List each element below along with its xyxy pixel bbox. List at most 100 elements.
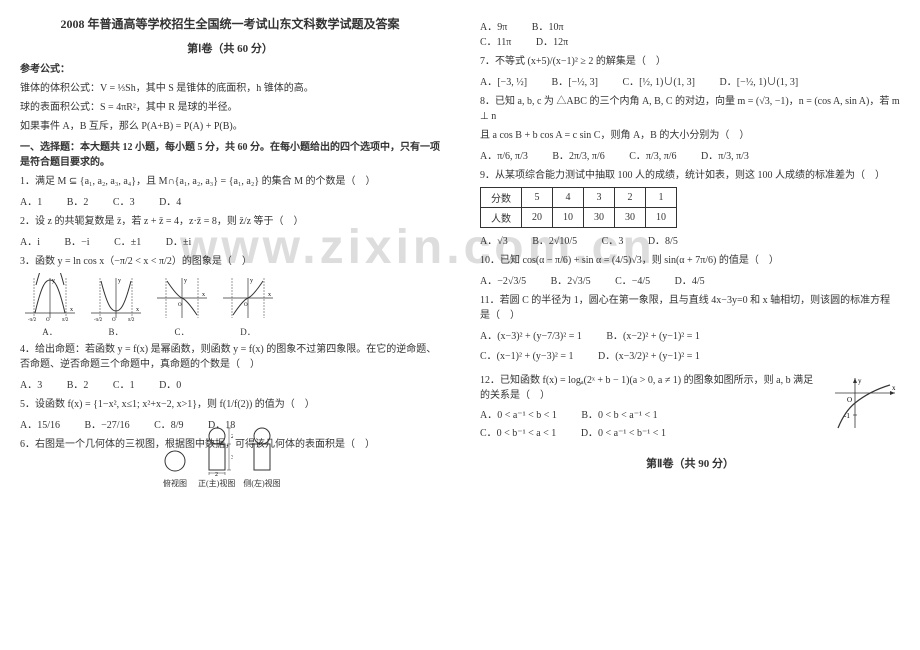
q4-options: A．3 B．2 C．1 D．0 <box>20 376 440 391</box>
svg-text:O: O <box>178 303 182 308</box>
td-4: 30 <box>615 208 646 228</box>
question-1: 1．满足 M ⊆ {a₁, a₂, a₃, a₄}，且 M∩{a₁, a₂, a… <box>20 174 440 189</box>
q2-opt-d: D．±i <box>166 233 192 248</box>
q12-graph: x y O -1 <box>830 373 900 436</box>
exam-title: 2008 年普通高等学校招生全国统一考试山东文科数学试题及答案 <box>20 15 440 32</box>
q7-opt-d: D．[−½, 1)∪(1, 3] <box>720 73 799 88</box>
td-2: 10 <box>553 208 584 228</box>
svg-text:O: O <box>847 396 852 404</box>
q6-opt-b: B．10π <box>532 18 564 33</box>
three-view-diagram: 俯视图 2 3 2 正(主)视图 <box>160 426 440 489</box>
q1-opt-c: C．3 <box>113 193 135 208</box>
q3-graph-d: x y O D． <box>218 273 278 338</box>
svg-text:π/2: π/2 <box>62 318 69 323</box>
question-5: 5．设函数 f(x) = {1−x², x≤1; x²+x−2, x>1}，则 … <box>20 397 440 412</box>
q11-options: A．(x−3)² + (y−7/3)² = 1 B．(x−2)² + (y−1)… <box>480 327 900 367</box>
view-front: 2 3 2 正(主)视图 <box>198 426 235 489</box>
score-table: 分数 5 4 3 2 1 人数 20 10 30 30 10 <box>480 187 677 228</box>
question-3: 3．函数 y = ln cos x（−π/2 < x < π/2）的图象是（ ） <box>20 254 440 269</box>
view-top: 俯视图 <box>160 446 190 489</box>
svg-text:y: y <box>52 278 55 284</box>
svg-text:y: y <box>184 278 187 284</box>
question-9: 9．从某项综合能力测试中抽取 100 人的成绩，统计如表，则这 100 人成绩的… <box>480 168 900 183</box>
q7-opt-a: A．[−3, ½] <box>480 73 527 88</box>
q3-graph-c: x y O C． <box>152 273 212 338</box>
table-row-data: 人数 20 10 30 30 10 <box>481 208 677 228</box>
q9-options: A．√3 B．2√10/5 C．3 D．8/5 <box>480 232 900 247</box>
view-side: 侧(左)视图 <box>243 426 280 489</box>
question-7: 7．不等式 (x+5)/(x−1)² ≥ 2 的解集是（ ） <box>480 54 900 69</box>
q3-label-c: C． <box>152 325 212 338</box>
q3-graph-a: x y -π/2 π/2 O A． <box>20 273 80 338</box>
svg-text:O: O <box>46 318 50 323</box>
reference-head: 参考公式： <box>20 62 440 77</box>
th-3: 3 <box>584 188 615 208</box>
question-8: 8．已知 a, b, c 为 △ABC 的三个内角 A, B, C 的对边，向量… <box>480 94 900 124</box>
q3-label-d: D． <box>218 325 278 338</box>
part2-heading: 第Ⅱ卷（共 90 分） <box>480 455 900 471</box>
q5-opt-b: B．−27/16 <box>85 416 130 431</box>
q6-opt-c: C．11π <box>480 33 511 48</box>
q9-opt-b: B．2√10/5 <box>532 232 577 247</box>
q3-label-b: B． <box>86 325 146 338</box>
q3-graph-b: x y -π/2 π/2 O B． <box>86 273 146 338</box>
svg-text:O: O <box>112 318 116 323</box>
q8-opt-c: C．π/3, π/6 <box>629 147 676 162</box>
q10-opt-b: B．2√3/5 <box>551 272 591 287</box>
svg-text:x: x <box>136 307 139 313</box>
section-a-head: 一、选择题：本大题共 12 小题，每小题 5 分，共 60 分。在每小题给出的四… <box>20 140 440 170</box>
th-1: 5 <box>522 188 553 208</box>
svg-text:O: O <box>244 303 248 308</box>
q5-opt-a: A．15/16 <box>20 416 60 431</box>
q11-opt-a: A．(x−3)² + (y−7/3)² = 1 <box>480 327 582 347</box>
th-0: 分数 <box>481 188 522 208</box>
q5-opt-c: C．8/9 <box>154 416 183 431</box>
th-2: 4 <box>553 188 584 208</box>
q11-opt-c: C．(x−1)² + (y−3)² = 1 <box>480 347 574 367</box>
td-1: 20 <box>522 208 553 228</box>
q1-opt-d: D．4 <box>159 193 181 208</box>
q4-opt-a: A．3 <box>20 376 42 391</box>
q2-options: A．i B．−i C．±1 D．±i <box>20 233 440 248</box>
th-5: 1 <box>646 188 677 208</box>
svg-text:x: x <box>268 292 271 298</box>
q12-opt-d: D．0 < a⁻¹ < b⁻¹ < 1 <box>581 425 666 443</box>
q11-opt-b: B．(x−2)² + (y−1)² = 1 <box>606 327 700 347</box>
svg-text:π/2: π/2 <box>128 318 135 323</box>
ref-formula-2: 球的表面积公式：S = 4πR²，其中 R 是球的半径。 <box>20 100 440 115</box>
q1-opt-b: B．2 <box>67 193 89 208</box>
q7-options: A．[−3, ½] B．[−½, 3] C．[½, 1)∪(1, 3] D．[−… <box>480 73 900 88</box>
q10-opt-a: A．−2√3/5 <box>480 272 526 287</box>
q9-opt-d: D．8/5 <box>648 232 678 247</box>
q8-opt-b: B．2π/3, π/6 <box>552 147 604 162</box>
q12-opt-a: A．0 < a⁻¹ < b < 1 <box>480 407 557 425</box>
q7-opt-c: C．[½, 1)∪(1, 3] <box>623 73 696 88</box>
svg-text:2: 2 <box>231 434 233 440</box>
question-8b: 且 a cos B + b cos A = c sin C，则角 A，B 的大小… <box>480 128 900 143</box>
q7-opt-b: B．[−½, 3] <box>552 73 598 88</box>
q4-opt-b: B．2 <box>67 376 89 391</box>
left-column: 2008 年普通高等学校招生全国统一考试山东文科数学试题及答案 第Ⅰ卷（共 60… <box>0 0 460 650</box>
q6-opt-d: D．12π <box>536 33 568 48</box>
question-11: 11．若圆 C 的半径为 1，圆心在第一象限，且与直线 4x−3y=0 和 x … <box>480 293 900 323</box>
q8-options: A．π/6, π/3 B．2π/3, π/6 C．π/3, π/6 D．π/3,… <box>480 147 900 162</box>
view-side-label: 侧(左)视图 <box>243 478 280 489</box>
q3-graphs: x y -π/2 π/2 O A． <box>20 273 440 338</box>
page: 2008 年普通高等学校招生全国统一考试山东文科数学试题及答案 第Ⅰ卷（共 60… <box>0 0 920 650</box>
q2-opt-c: C．±1 <box>114 233 141 248</box>
q1-opt-a: A．1 <box>20 193 42 208</box>
svg-text:-1: -1 <box>844 412 850 420</box>
right-column: A．9π B．10π C．11π D．12π 7．不等式 (x+5)/(x−1)… <box>460 0 920 650</box>
q10-opt-d: D．4/5 <box>675 272 705 287</box>
svg-text:-π/2: -π/2 <box>28 318 37 323</box>
q8-opt-a: A．π/6, π/3 <box>480 147 528 162</box>
view-top-label: 俯视图 <box>160 478 190 489</box>
svg-text:-π/2: -π/2 <box>94 318 103 323</box>
svg-text:y: y <box>858 377 862 385</box>
svg-text:x: x <box>70 307 73 313</box>
ref-formula-3: 如果事件 A，B 互斥，那么 P(A+B) = P(A) + P(B)。 <box>20 119 440 134</box>
svg-text:x: x <box>202 292 205 298</box>
q9-opt-a: A．√3 <box>480 232 508 247</box>
td-3: 30 <box>584 208 615 228</box>
view-front-label: 正(主)视图 <box>198 478 235 489</box>
